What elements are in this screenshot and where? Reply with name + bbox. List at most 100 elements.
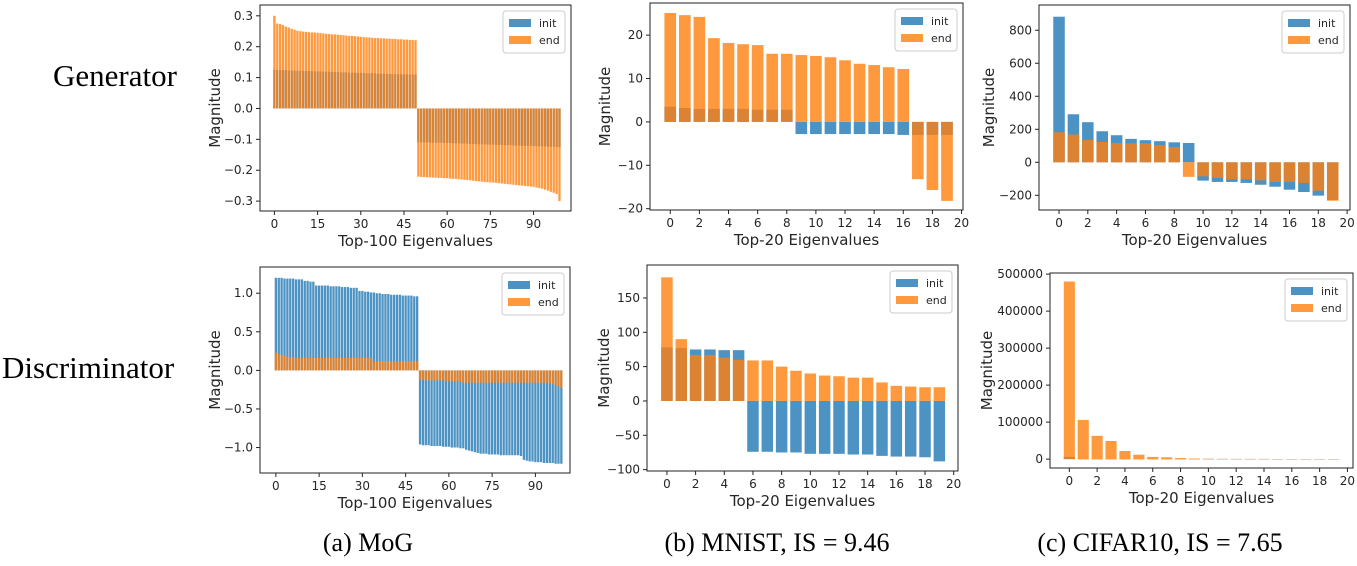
x-tick-label: 16 [889,477,904,491]
bar-end [276,23,279,109]
bar-end [474,108,478,182]
bar-init [479,370,482,454]
bar-init [522,370,526,460]
bar-end [309,358,312,371]
bar-init [306,280,309,371]
bar-end [853,63,866,122]
bar-end [327,34,331,109]
bar-init [320,285,324,371]
bar-init [364,291,367,371]
bar-init [557,370,560,464]
bar-end [376,38,380,109]
bar-end [493,370,497,383]
bar-init [289,278,292,371]
bar-end [375,361,378,371]
bar-end [333,34,337,109]
bar-init [381,294,384,371]
bar-end [436,370,439,381]
subplot-3: 0 2 4 6 8 10 12 14 16 18 20 800 600 400 200 0 −200 Top-20… [980,4,1355,249]
bar-init [456,370,459,448]
bars [274,277,563,464]
bar-end [678,15,691,122]
bar-end [919,387,931,401]
subplot-6: 0 2 4 6 8 10 12 14 16 18 20 500000 400000 300000 20000… [978,267,1355,507]
bar-end [737,44,749,122]
legend-label-init: init [926,277,944,290]
bar-end [538,108,541,189]
legend-label-init: init [1318,17,1336,30]
legend: init end [1281,10,1345,54]
bar-end [490,370,494,383]
bar-end [437,108,440,178]
y-tick-label: 400000 [997,304,1043,318]
bar-end [441,370,445,381]
bar-init [372,292,376,371]
axes-frame [649,2,964,211]
bar-end [326,358,329,371]
bar-init [514,370,517,456]
bar-end [532,108,535,187]
bar-init [277,277,280,371]
bars [1053,16,1339,201]
bar-end [1105,440,1117,460]
bar-init [358,290,361,371]
y-tick-label: 0.1 [234,71,253,85]
bar-init [465,370,468,450]
bar-init [439,370,442,446]
bar-init [824,121,837,135]
bar-end [480,108,483,182]
x-tick-label: 75 [483,217,498,231]
bar-init [490,370,494,455]
bar-end [361,358,364,371]
x-tick-label: 6 [749,477,757,491]
bar-end [414,40,417,109]
x-tick-label: 8 [778,477,786,491]
bar-end [466,108,469,181]
y-tick-label: 150 [617,291,640,305]
bar-end [528,370,531,383]
bar-end [545,370,549,383]
y-tick-label: 50 [625,360,640,374]
bar-end [323,358,327,371]
bar-end [387,361,390,371]
bar-end [465,370,468,383]
bar-init [542,370,546,463]
bars [664,12,953,201]
bar-end [320,358,324,371]
bar-end [356,36,360,109]
bar-end [394,38,397,109]
x-tick-label: 4 [725,216,733,230]
bar-init [303,280,306,371]
bar-end [374,38,377,109]
bar-end [531,370,534,383]
bar-end [818,375,831,401]
x-tick-label: 2 [1093,474,1101,488]
bar-end [529,108,532,187]
axes-frame [1038,4,1351,211]
x-tick-label: 60 [440,217,455,231]
bar-end [1182,162,1195,177]
bar-init [511,370,514,456]
bar-init [392,294,396,371]
bar-end [451,108,455,179]
bar-init [375,293,378,371]
y-tick-label: 400 [1009,89,1032,103]
bar-end [661,277,673,401]
bar-end [546,108,550,191]
bar-end [847,377,860,401]
bar-init [761,400,774,452]
bar-init [476,370,479,453]
bar-end [390,361,393,371]
bar-init [329,286,332,371]
bar-end [294,358,298,371]
legend-swatch-init [1288,19,1310,27]
subplot-4: 0 15 30 45 60 75 90 1.0 0.5 0.0 −0.5 −1.0 Top-100 Ei… [206,266,571,512]
x-tick-label: 0 [663,477,671,491]
x-axis-label: Top-20 Eigenvalues [729,492,875,510]
legend: init end [889,270,953,314]
legend-swatch-init [509,19,531,27]
legend-swatch-end [508,298,530,306]
bar-end [341,358,344,371]
bar-end [479,370,482,383]
bar-end [810,55,822,122]
